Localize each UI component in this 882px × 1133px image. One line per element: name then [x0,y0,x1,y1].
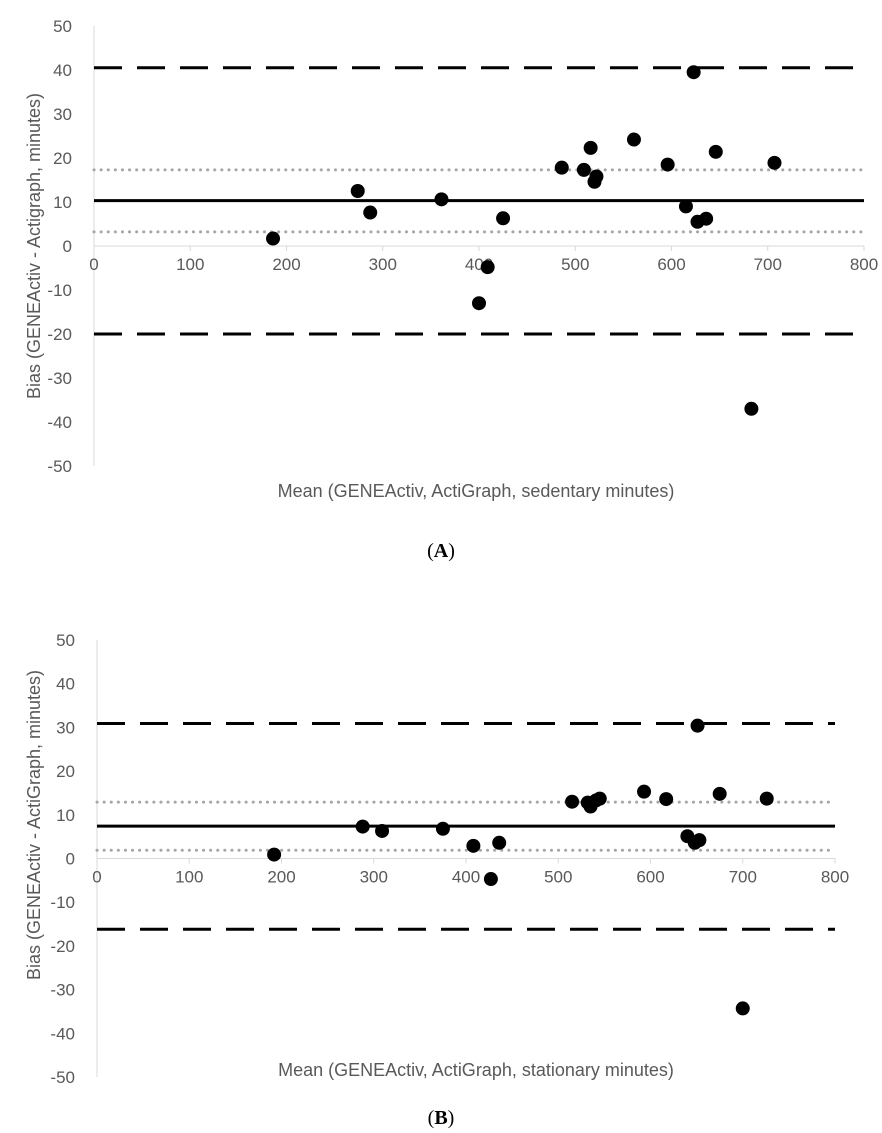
data-point-b [466,838,481,853]
data-point-a [678,199,693,214]
data-point-b [492,835,507,850]
x-tick-label-a: 500 [561,255,589,274]
data-point-b [267,847,282,862]
data-point-a [583,140,598,155]
y-tick-label-a: 0 [63,237,72,256]
y-tick-label-b: 30 [56,718,75,737]
panel-label-b: (B) [428,1107,455,1129]
data-point-b [759,791,774,806]
data-point-a [767,155,782,170]
x-tick-label-b: 100 [175,868,203,887]
x-tick-label-a: 300 [369,255,397,274]
y-tick-label-b: -30 [50,981,75,1000]
y-tick-label-a: 30 [53,105,72,124]
x-tick-label-a: 700 [754,255,782,274]
data-point-b [565,794,580,809]
y-tick-label-a: 40 [53,61,72,80]
x-tick-label-a: 600 [657,255,685,274]
panel-b: Bias (GENEActiv - ActiGraph, minutes) Me… [24,631,849,1129]
y-tick-label-b: 0 [66,850,75,869]
y-tick-label-a: 20 [53,149,72,168]
y-axis-title-b: Bias (GENEActiv - ActiGraph, minutes) [24,670,44,980]
data-point-a [554,160,569,175]
y-axis-title-a: Bias (GENEActiv - Actigraph, minutes) [24,93,44,399]
y-tick-label-b: -50 [50,1068,75,1087]
data-point-b [375,823,390,838]
x-axis-title-b: Mean (GENEActiv, ActiGraph, stationary m… [278,1060,674,1080]
x-tick-label-b: 600 [636,868,664,887]
data-point-a [496,211,511,226]
x-tick-label-b: 300 [360,868,388,887]
y-tick-label-a: 10 [53,193,72,212]
x-tick-label-b: 200 [267,868,295,887]
data-point-a [434,192,449,207]
y-tick-label-b: -10 [50,893,75,912]
x-tick-label-b: 700 [729,868,757,887]
x-tick-label-a: 800 [850,255,878,274]
x-tick-label-b: 500 [544,868,572,887]
y-tick-label-b: 40 [56,675,75,694]
data-point-a [472,296,486,311]
data-point-b [659,792,674,807]
y-tick-label-a: 50 [53,17,72,36]
x-axis-title-a: Mean (GENEActiv, ActiGraph, sedentary mi… [278,481,675,501]
data-point-a [686,65,701,80]
y-tick-label-b: -40 [50,1024,75,1043]
y-tick-label-a: -40 [47,413,72,432]
data-point-a [744,401,759,416]
data-point-b [692,833,707,848]
y-tick-label-b: -20 [50,937,75,956]
y-tick-label-a: -30 [47,369,72,388]
data-point-b [592,791,607,806]
data-point-b [712,786,727,801]
data-point-a [708,144,723,159]
data-point-b [735,1001,750,1016]
y-tick-label-a: -20 [47,325,72,344]
x-tick-label-a: 100 [176,255,204,274]
data-point-a [363,205,378,220]
data-point-a [480,260,495,275]
x-tick-label-b: 800 [821,868,849,887]
x-tick-label-b: 400 [452,868,480,887]
x-tick-label-a: 200 [272,255,300,274]
data-point-b [355,819,370,834]
y-tick-label-b: 10 [56,806,75,825]
data-point-b [483,872,498,887]
data-point-a [266,231,281,246]
data-point-a [350,184,365,198]
y-tick-label-b: 50 [56,631,75,650]
y-tick-label-b: 20 [56,762,75,781]
x-tick-label-b: 0 [92,868,101,887]
data-point-b [637,784,652,799]
y-tick-label-a: -10 [47,281,72,300]
data-point-a [699,211,714,226]
data-point-a [626,132,641,147]
data-point-b [435,821,450,836]
panel-label-a: (A) [427,540,455,562]
data-point-a [660,157,675,172]
y-tick-label-a: -50 [47,457,72,476]
data-point-a [589,169,604,184]
x-tick-label-a: 0 [89,255,98,274]
data-point-b [690,718,705,733]
panel-a: Bias (GENEActiv - Actigraph, minutes) Me… [24,17,878,562]
data-point-a [576,162,591,177]
